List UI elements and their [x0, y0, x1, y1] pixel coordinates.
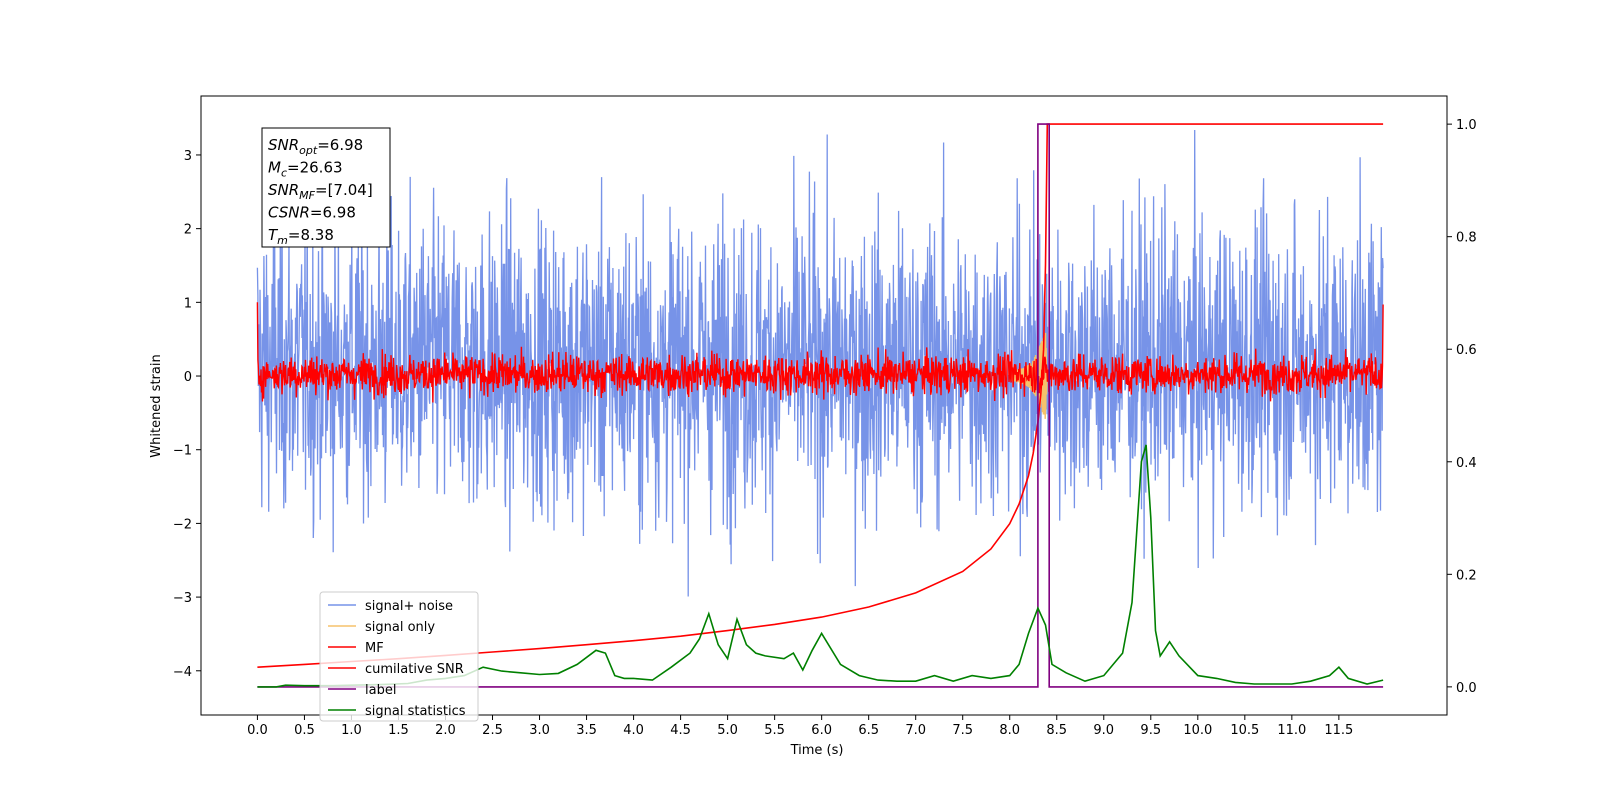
y-tick-label: −3: [173, 591, 192, 606]
legend-entry: cumilative SNR: [365, 662, 464, 677]
legend-entry: signal only: [365, 620, 435, 635]
x-tick-label: 2.5: [482, 723, 503, 738]
y-tick-label: −1: [173, 444, 192, 459]
series-mf: [256, 302, 1384, 403]
x-tick-label: 10.0: [1183, 723, 1212, 738]
legend-entry: signal+ noise: [365, 599, 453, 614]
legend: signal+ noise signal only MF cumilative SNR…: [319, 591, 479, 722]
series-signal-statistics: [257, 444, 1384, 688]
annotation-subscript: m: [277, 234, 288, 247]
x-tick-label: 3.0: [529, 723, 550, 738]
y-tick-label: −2: [173, 517, 192, 532]
y-tick-label: 1: [184, 296, 192, 311]
annotation-symbol: M: [268, 159, 281, 177]
y-tick-label: 0: [184, 370, 192, 385]
annotation-value: =6.98: [310, 204, 356, 222]
annotation-symbol: SNR: [268, 136, 299, 154]
plot-area: [256, 123, 1384, 688]
y-tick-label: 2: [184, 223, 192, 238]
y-right-tick-label: 0.6: [1456, 343, 1477, 358]
series-cumulative-snr: [257, 123, 1384, 668]
annotation-symbol: SNR: [268, 181, 299, 199]
x-tick-label: 8.0: [999, 723, 1020, 738]
annotation-line: Tm=8.38: [268, 226, 334, 247]
y-right-tick-label: 0.0: [1456, 681, 1477, 696]
y-right-tick-label: 0.4: [1456, 456, 1477, 471]
x-tick-label: 1.0: [341, 723, 362, 738]
x-tick-label: 4.5: [670, 723, 691, 738]
x-tick-label: 8.5: [1046, 723, 1067, 738]
annotation-subscript: opt: [299, 144, 318, 157]
legend-entry: label: [365, 683, 396, 698]
x-tick-label: 5.5: [764, 723, 785, 738]
annotation-subscript: c: [281, 167, 287, 180]
x-tick-label: 7.5: [952, 723, 973, 738]
annotation-line: SNRopt=6.98: [268, 136, 363, 157]
series-label: [257, 123, 1384, 688]
annotation-line: SNRMF=[7.04]: [268, 181, 373, 202]
annotation-frame: [261, 127, 391, 248]
x-tick-label: 3.5: [576, 723, 597, 738]
x-tick-label: 7.0: [905, 723, 926, 738]
x-tick-label: 0.5: [294, 723, 315, 738]
x-tick-label: 5.0: [717, 723, 738, 738]
x-axis-label: Time (s): [790, 743, 844, 758]
x-tick-label: 9.5: [1140, 723, 1161, 738]
x-tick-label: 1.5: [388, 723, 409, 738]
annotation-subscript: MF: [299, 189, 315, 202]
legend-frame: [319, 591, 479, 722]
y-tick-label: 3: [184, 149, 192, 164]
x-tick-label: 11.0: [1277, 723, 1306, 738]
y-axis-label: Whitened strain: [149, 354, 164, 457]
annotation-value: =26.63: [287, 159, 343, 177]
axes-frame: [200, 95, 1448, 716]
annotation-symbol: T: [268, 226, 279, 244]
series-signal-noise: [256, 129, 1384, 597]
annotation-value: =8.38: [288, 226, 334, 244]
x-tick-label: 0.0: [247, 723, 268, 738]
y-right-tick-label: 1.0: [1456, 118, 1477, 133]
annotation-line: Mc=26.63: [268, 159, 343, 180]
annotation-value: =6.98: [317, 136, 363, 154]
legend-entry: signal statistics: [365, 704, 466, 719]
x-tick-label: 6.5: [858, 723, 879, 738]
y-right-tick-label: 0.8: [1456, 231, 1477, 246]
axes: 0.0 0.5 1.0 1.5 2.0 2.5 3.0 3.5 4.0 4.5 5.0 5.5 6.0 6…: [173, 95, 1477, 738]
x-tick-label: 2.0: [435, 723, 456, 738]
annotation-value: =[7.04]: [315, 181, 373, 199]
x-tick-label: 4.0: [623, 723, 644, 738]
x-tick-label: 9.0: [1093, 723, 1114, 738]
annotation-line: CSNR=6.98: [268, 204, 356, 222]
y-tick-label: −4: [173, 665, 192, 680]
series-group: [256, 123, 1384, 688]
x-tick-label: 10.5: [1230, 723, 1259, 738]
legend-entry: MF: [365, 641, 384, 656]
annotation-symbol: CSNR: [268, 204, 310, 222]
y-right-tick-label: 0.2: [1456, 568, 1477, 583]
annotation-box: SNRopt=6.98Mc=26.63SNRMF=[7.04]CSNR=6.98…: [261, 127, 391, 248]
x-tick-label: 6.0: [811, 723, 832, 738]
x-tick-label: 11.5: [1324, 723, 1353, 738]
